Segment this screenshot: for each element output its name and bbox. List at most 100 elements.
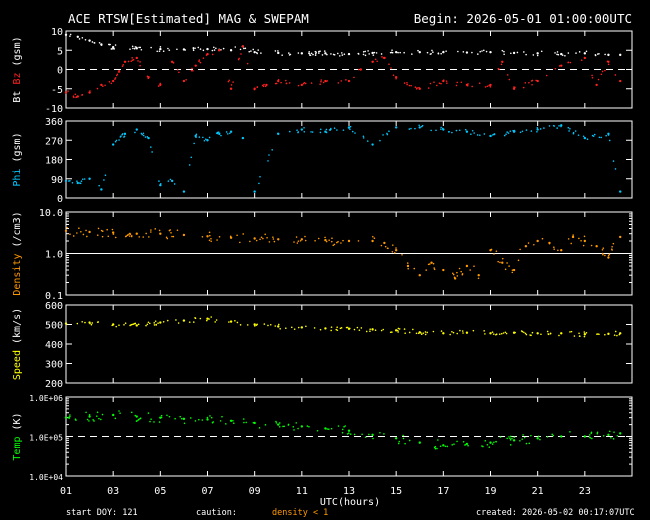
data-point [531, 331, 534, 334]
data-point [540, 333, 542, 336]
data-point [206, 47, 209, 51]
data-point [255, 239, 258, 242]
data-point [589, 437, 592, 439]
data-point [66, 226, 68, 229]
data-point [132, 47, 134, 50]
data-point [308, 50, 311, 53]
data-point [208, 231, 211, 234]
data-point [509, 435, 512, 438]
data-point [397, 442, 400, 445]
data-point [285, 327, 287, 329]
data-point [476, 53, 479, 55]
data-point [267, 160, 269, 162]
y-axis-label-part: (K) [12, 412, 23, 436]
data-point [403, 82, 406, 84]
data-point [120, 135, 122, 138]
data-point [501, 49, 504, 52]
data-point [240, 53, 242, 55]
data-point [88, 420, 90, 422]
data-point [495, 333, 498, 336]
data-point [226, 133, 229, 135]
data-point [317, 237, 320, 240]
data-point [265, 83, 268, 87]
data-point [179, 415, 181, 418]
data-point [462, 332, 464, 334]
data-point [420, 333, 423, 336]
data-point [336, 52, 339, 55]
data-point [220, 49, 222, 51]
data-point [100, 83, 103, 87]
data-point [418, 124, 420, 127]
y-axis-label-part: (/cm3) [12, 211, 23, 253]
data-point [445, 50, 447, 52]
data-point [205, 138, 207, 141]
data-point [129, 233, 132, 235]
data-point [491, 134, 494, 136]
data-point [585, 50, 588, 53]
data-point [213, 49, 216, 51]
data-point [536, 79, 539, 83]
data-point [324, 327, 327, 330]
data-point [619, 53, 622, 57]
y-tick-label: 360 [45, 117, 63, 128]
data-point [605, 134, 607, 137]
data-point [81, 178, 84, 180]
data-point [616, 334, 618, 337]
data-point [371, 433, 374, 437]
data-point [253, 237, 256, 240]
data-point [465, 130, 469, 133]
data-point [558, 125, 560, 127]
data-point [558, 65, 561, 67]
data-point [194, 317, 196, 319]
data-point [169, 229, 171, 231]
data-point [252, 421, 255, 424]
data-point [166, 414, 168, 417]
data-point [85, 229, 87, 232]
data-point [388, 130, 390, 133]
data-point [165, 236, 168, 239]
data-point [201, 419, 204, 421]
data-point [364, 436, 367, 438]
data-point [340, 327, 343, 329]
data-point [138, 46, 140, 49]
data-point [583, 333, 587, 336]
data-point [433, 267, 435, 269]
data-point [500, 332, 503, 335]
data-point [337, 82, 340, 84]
x-tick-label: 05 [154, 486, 166, 497]
data-point [343, 53, 346, 56]
data-point [208, 239, 211, 242]
data-point [484, 333, 486, 335]
x-tick-label: 19 [484, 486, 496, 497]
data-point [81, 320, 83, 323]
data-point [433, 268, 436, 271]
data-point [517, 259, 520, 262]
data-point [447, 131, 450, 133]
data-point [297, 326, 300, 329]
x-tick-label: 17 [437, 486, 449, 497]
data-point [183, 422, 186, 425]
data-point [509, 130, 512, 132]
data-point [436, 447, 438, 450]
data-point [478, 82, 481, 84]
data-point [199, 61, 202, 64]
data-point [505, 332, 508, 335]
data-point [150, 418, 152, 420]
data-point [153, 324, 156, 326]
data-point [396, 329, 399, 332]
data-point [593, 133, 596, 136]
data-point [592, 135, 595, 137]
data-point [111, 228, 114, 231]
data-point [477, 277, 480, 280]
y-axis-label-part: (km/s) [12, 308, 23, 350]
data-point [431, 49, 433, 52]
data-point [391, 244, 394, 246]
data-point [465, 331, 469, 334]
data-point [139, 417, 142, 420]
data-point [499, 261, 501, 264]
x-tick-label: 09 [249, 486, 261, 497]
data-point [489, 86, 492, 88]
data-point [364, 54, 367, 57]
caution-note: density < 1 [272, 508, 328, 518]
data-point [601, 70, 604, 73]
